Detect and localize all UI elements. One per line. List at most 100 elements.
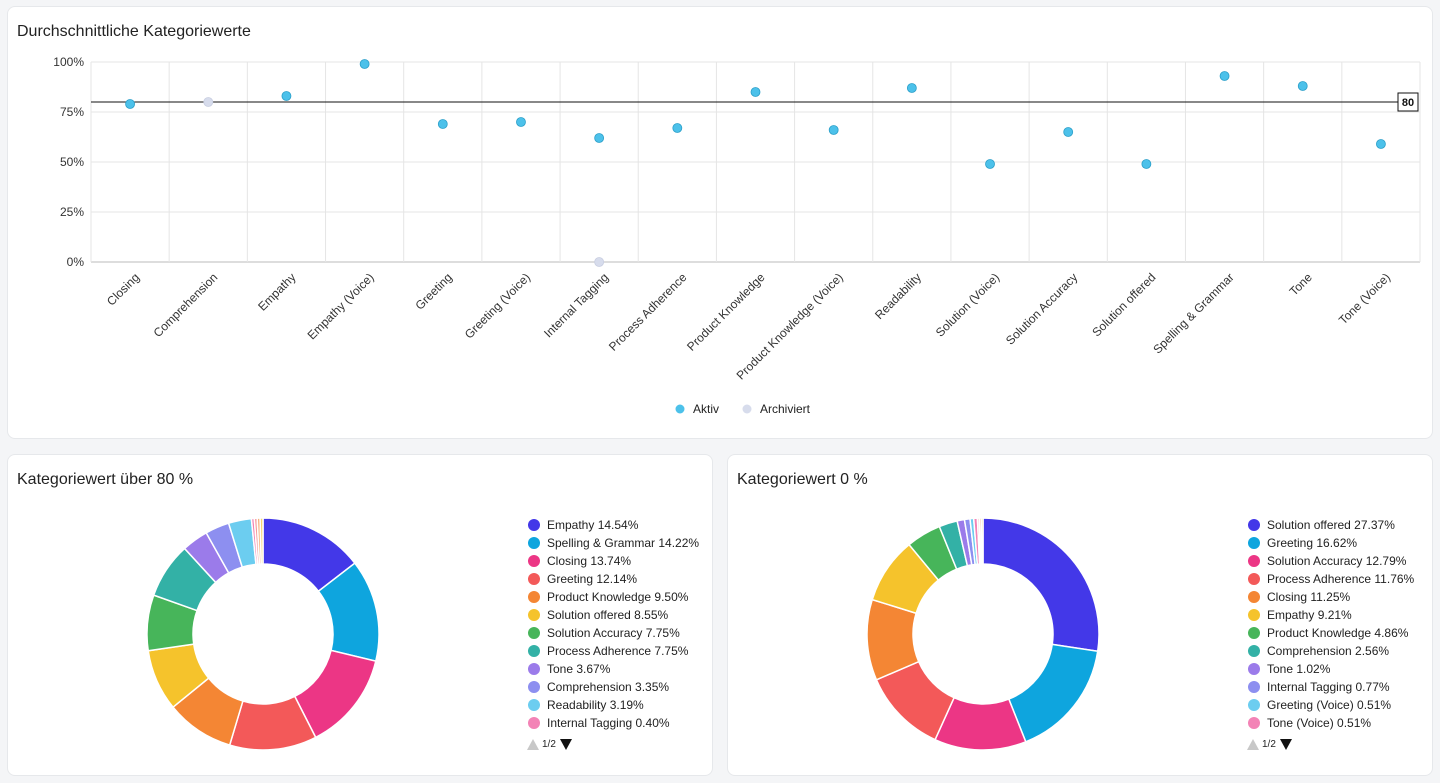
- x-tick-label: Greeting: [412, 270, 454, 312]
- x-tick-label: Empathy (Voice): [305, 270, 377, 342]
- data-point[interactable]: [203, 97, 214, 107]
- legend-swatch: [528, 717, 540, 729]
- donut-legend: Solution offered 27.37% Greeting 16.62% So…: [1248, 516, 1438, 732]
- data-point[interactable]: [1297, 81, 1308, 91]
- legend-label[interactable]: Aktiv: [693, 402, 719, 416]
- legend-swatch[interactable]: [675, 404, 685, 414]
- legend-swatch: [528, 699, 540, 711]
- data-point[interactable]: [1219, 71, 1230, 81]
- data-point[interactable]: [281, 91, 292, 101]
- legend-swatch: [528, 591, 540, 603]
- legend-label[interactable]: Archiviert: [760, 402, 811, 416]
- data-point[interactable]: [594, 257, 605, 267]
- legend-item[interactable]: Empathy 9.21%: [1248, 606, 1438, 624]
- x-tick-label: Greeting (Voice): [462, 270, 533, 341]
- x-tick-label: Comprehension: [151, 270, 221, 340]
- legend-swatch: [528, 573, 540, 585]
- legend-item[interactable]: Tone (Voice) 0.51%: [1248, 714, 1438, 732]
- legend-item[interactable]: Closing 13.74%: [528, 552, 718, 570]
- pager-label: 1/2: [542, 739, 556, 750]
- legend-item[interactable]: Solution offered 8.55%: [528, 606, 718, 624]
- donut-legend: Empathy 14.54% Spelling & Grammar 14.22% C…: [528, 516, 718, 732]
- legend-swatch: [528, 645, 540, 657]
- legend-swatch: [1248, 609, 1260, 621]
- donut-slice[interactable]: [982, 517, 1100, 653]
- data-point[interactable]: [672, 123, 683, 133]
- data-point[interactable]: [359, 59, 370, 69]
- legend-item[interactable]: Product Knowledge 4.86%: [1248, 624, 1438, 642]
- legend-item[interactable]: Greeting (Voice) 0.51%: [1248, 696, 1438, 714]
- legend-item[interactable]: Comprehension 3.35%: [528, 678, 718, 696]
- data-point[interactable]: [516, 117, 526, 127]
- legend-swatch: [528, 609, 540, 621]
- legend-swatch: [1248, 627, 1260, 639]
- legend-label: Closing 11.25%: [1267, 590, 1351, 604]
- legend-item[interactable]: Comprehension 2.56%: [1248, 642, 1438, 660]
- legend-item[interactable]: Process Adherence 11.76%: [1248, 570, 1438, 588]
- category-score-zero-card: Kategoriewert 0 % Solution offered 27.37…: [727, 454, 1433, 776]
- y-tick-label: 50%: [60, 155, 84, 169]
- chart-title: Kategoriewert 0 %: [737, 471, 868, 488]
- data-point[interactable]: [437, 119, 448, 129]
- legend-swatch: [1248, 573, 1260, 585]
- x-tick-label: Readability: [872, 270, 924, 322]
- data-point[interactable]: [1376, 139, 1386, 149]
- legend-label: Internal Tagging 0.77%: [1267, 680, 1390, 694]
- legend-item[interactable]: Tone 1.02%: [1248, 660, 1438, 678]
- legend-item[interactable]: Product Knowledge 9.50%: [528, 588, 718, 606]
- legend-pager: 1/2: [1247, 739, 1292, 750]
- pager-prev-icon[interactable]: [527, 739, 539, 750]
- donut-slice[interactable]: [980, 517, 984, 565]
- legend-item[interactable]: Solution Accuracy 7.75%: [528, 624, 718, 642]
- x-tick-label: Spelling & Grammar: [1150, 270, 1236, 356]
- pager-prev-icon[interactable]: [1247, 739, 1259, 750]
- legend-swatch: [1248, 519, 1260, 531]
- legend-label: Greeting 16.62%: [1267, 536, 1358, 550]
- legend-swatch: [528, 681, 540, 693]
- legend-item[interactable]: Greeting 12.14%: [528, 570, 718, 588]
- legend-item[interactable]: Spelling & Grammar 14.22%: [528, 534, 718, 552]
- x-tick-label: Process Adherence: [606, 270, 690, 354]
- x-tick-label: Tone: [1287, 270, 1316, 299]
- donut-slice[interactable]: [1007, 643, 1099, 743]
- data-point[interactable]: [828, 125, 839, 135]
- legend-label: Product Knowledge 9.50%: [547, 590, 689, 604]
- average-category-scores-card: Durchschnittliche Kategoriewerte 100% 75%…: [7, 6, 1433, 439]
- legend-label: Product Knowledge 4.86%: [1267, 626, 1409, 640]
- legend-label: Solution Accuracy 7.75%: [547, 626, 680, 640]
- legend-item[interactable]: Readability 3.19%: [528, 696, 718, 714]
- legend-swatch: [1248, 717, 1260, 729]
- data-point[interactable]: [1063, 127, 1074, 137]
- data-point[interactable]: [594, 133, 605, 143]
- pager-next-icon[interactable]: [559, 739, 572, 750]
- legend-item[interactable]: Tone 3.67%: [528, 660, 718, 678]
- legend-swatch[interactable]: [742, 404, 752, 414]
- data-point[interactable]: [906, 83, 917, 93]
- legend-swatch: [1248, 681, 1260, 693]
- legend-swatch: [528, 519, 540, 531]
- legend-swatch: [1248, 537, 1260, 549]
- legend-item[interactable]: Internal Tagging 0.77%: [1248, 678, 1438, 696]
- data-point[interactable]: [125, 99, 135, 109]
- pager-next-icon[interactable]: [1279, 739, 1292, 750]
- legend-swatch: [1248, 663, 1260, 675]
- legend-label: Tone (Voice) 0.51%: [1267, 716, 1372, 730]
- legend-item[interactable]: Internal Tagging 0.40%: [528, 714, 718, 732]
- donut-slice[interactable]: [259, 517, 264, 565]
- legend-item[interactable]: Solution offered 27.37%: [1248, 516, 1438, 534]
- legend-item[interactable]: Greeting 16.62%: [1248, 534, 1438, 552]
- category-score-above-80-card: Kategoriewert über 80 % Empathy 14.54% Sp…: [7, 454, 713, 776]
- legend-label: Solution offered 27.37%: [1267, 518, 1395, 532]
- legend-label: Process Adherence 7.75%: [547, 644, 689, 658]
- data-point[interactable]: [985, 159, 995, 169]
- chart-title: Durchschnittliche Kategoriewerte: [17, 23, 251, 40]
- legend-item[interactable]: Closing 11.25%: [1248, 588, 1438, 606]
- data-point[interactable]: [1141, 159, 1152, 169]
- legend-item[interactable]: Process Adherence 7.75%: [528, 642, 718, 660]
- data-point[interactable]: [750, 87, 761, 97]
- legend-item[interactable]: Empathy 14.54%: [528, 516, 718, 534]
- legend-label: Internal Tagging 0.40%: [547, 716, 670, 730]
- legend-swatch: [528, 627, 540, 639]
- legend-item[interactable]: Solution Accuracy 12.79%: [1248, 552, 1438, 570]
- legend-swatch: [528, 537, 540, 549]
